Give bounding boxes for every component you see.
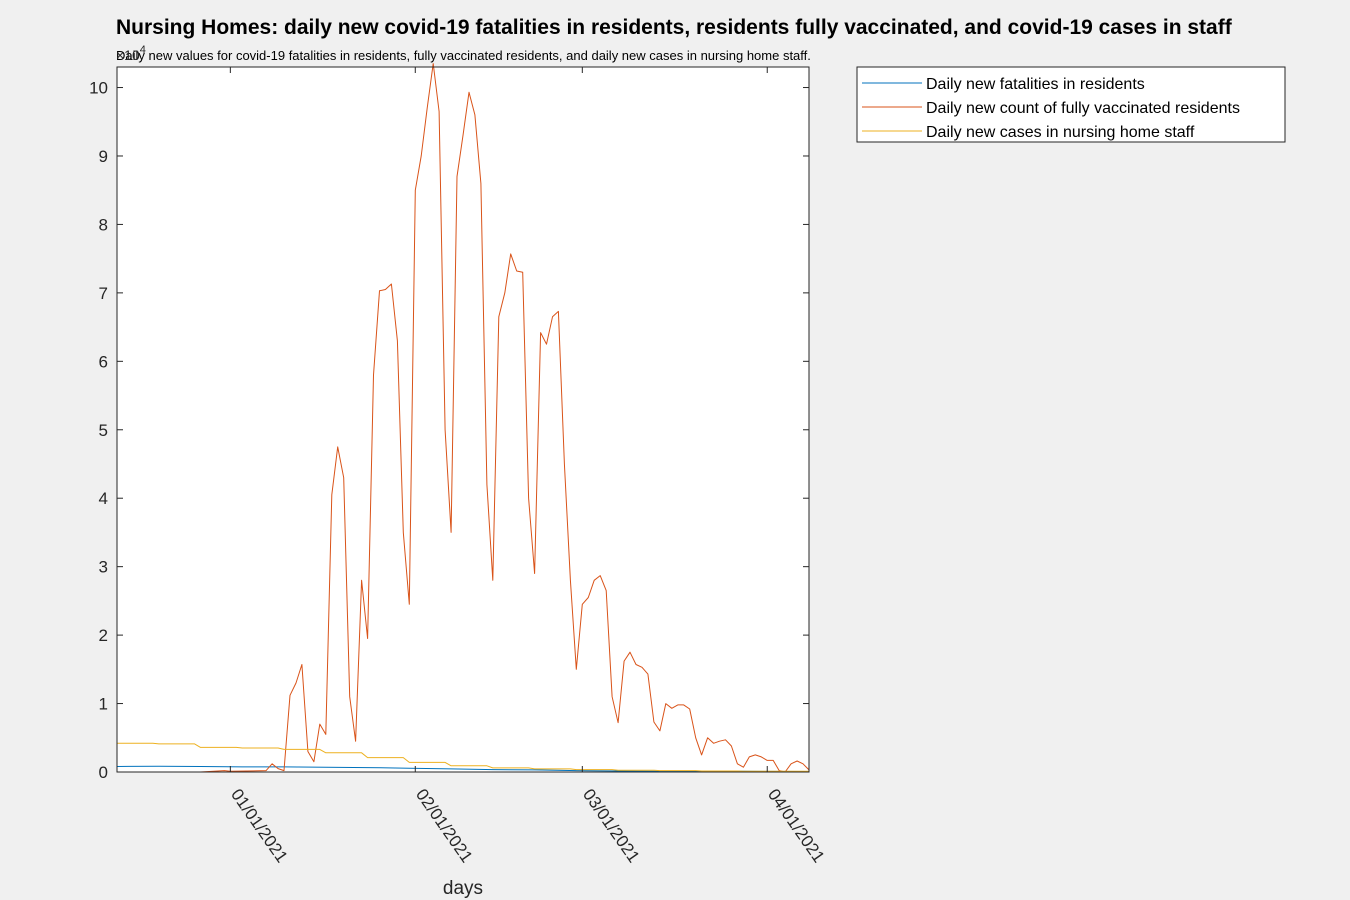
- y-tick-label: 5: [99, 421, 108, 440]
- y-tick-label: 10: [89, 79, 108, 98]
- y-tick-label: 7: [99, 284, 108, 303]
- legend-box: [856, 66, 1286, 143]
- series-line-2: [117, 63, 810, 773]
- y-tick-label: 8: [99, 215, 108, 234]
- chart-title: Nursing Homes: daily new covid-19 fatali…: [116, 16, 1233, 39]
- y-tick-label: 4: [99, 489, 108, 508]
- legend-label-3: Daily new cases in nursing home staff: [926, 124, 1195, 141]
- x-tick-label: 02/01/2021: [412, 785, 476, 866]
- plot-area: [117, 67, 809, 772]
- y-exponent-base: ×10: [116, 47, 140, 63]
- legend-label-2: Daily new count of fully vaccinated resi…: [926, 100, 1240, 117]
- x-axis-label: days: [443, 878, 483, 899]
- y-tick-label: 9: [99, 147, 108, 166]
- y-tick-label: 6: [99, 352, 108, 371]
- series-layer: [116, 63, 810, 773]
- legend-label-1: Daily new fatalities in residents: [926, 76, 1145, 93]
- y-tick-label: 2: [99, 626, 108, 645]
- x-tick-label: 01/01/2021: [227, 785, 291, 866]
- y-tick-label: 3: [99, 558, 108, 577]
- plot-frame: [116, 66, 810, 773]
- legend: Daily new fatalities in residents Daily n…: [856, 66, 1286, 143]
- chart-subtitle: Daily new values for covid-19 fatalities…: [116, 48, 811, 63]
- y-exponent-label: ×104: [116, 44, 146, 63]
- x-tick-label: 03/01/2021: [579, 785, 643, 866]
- series-line-1: [116, 765, 810, 772]
- x-tick-label: 04/01/2021: [764, 785, 828, 866]
- series-line-3: [117, 742, 809, 772]
- y-tick-label: 1: [99, 695, 108, 714]
- y-tick-label: 0: [99, 763, 108, 782]
- y-exponent-power: 4: [140, 44, 146, 56]
- y-axis: 0 1 2 3 4 5 6 7 8 9 10: [89, 79, 809, 782]
